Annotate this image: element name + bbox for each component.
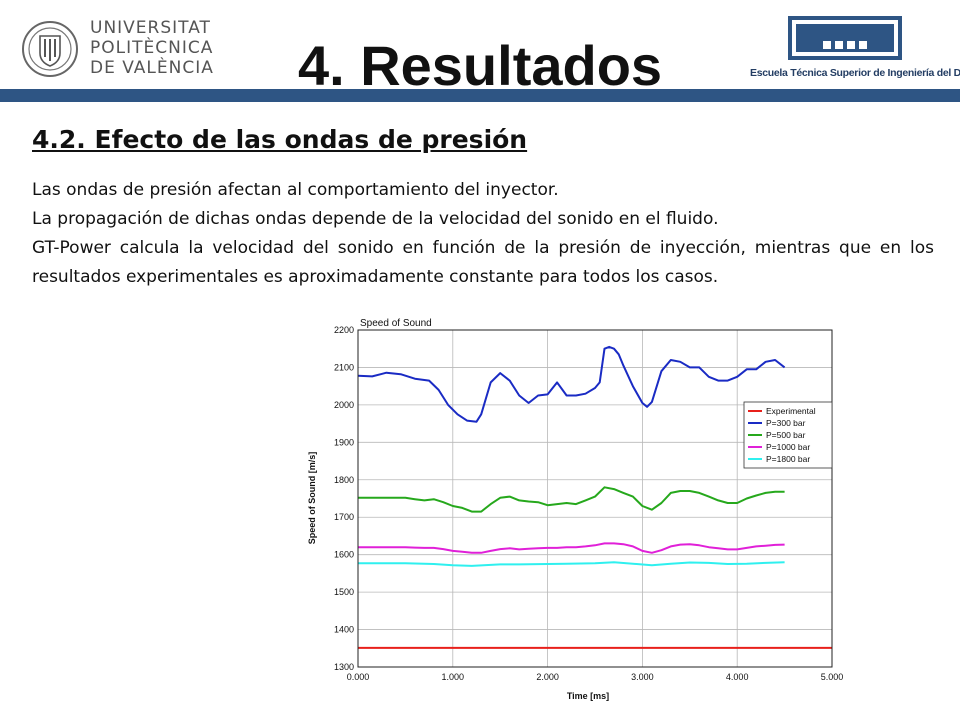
y-tick-label: 1900 [334, 437, 354, 447]
legend-label: P=300 bar [766, 418, 806, 428]
chart-title: Speed of Sound [360, 318, 432, 329]
speed-of-sound-chart: Speed of Sound 0.000 1.000 2.000 3.000 4.000… [296, 312, 852, 712]
x-tick-label: 3.000 [631, 672, 654, 682]
etsid-name: Escuela Técnica Superior de Ingeniería d… [750, 67, 960, 79]
university-name-line: POLITÈCNICA [90, 38, 214, 58]
slide-title: 4. Resultados [297, 34, 663, 97]
y-tick-label: 1300 [334, 662, 354, 672]
legend-label: P=1800 bar [766, 454, 810, 464]
series-line [358, 486, 785, 513]
x-tick-label: 0.000 [347, 672, 370, 682]
y-tick-label: 1500 [334, 587, 354, 597]
x-tick-label: 4.000 [726, 672, 749, 682]
series-line [357, 345, 786, 423]
paragraph: GT-Power calcula la velocidad del sonido… [32, 238, 934, 287]
y-tick-label: 2000 [334, 400, 354, 410]
chart-ticks: 0.000 1.000 2.000 3.000 4.000 5.000 1300 1400 15… [334, 325, 843, 682]
body-text: Las ondas de presión afectan al comporta… [32, 176, 934, 292]
x-tick-label: 1.000 [442, 672, 465, 682]
series-line [358, 561, 785, 567]
university-name-line: DE VALÈNCIA [90, 58, 214, 78]
x-tick-label: 5.000 [821, 672, 844, 682]
university-name: UNIVERSITAT POLITÈCNICA DE VALÈNCIA [90, 18, 214, 78]
university-name-line: UNIVERSITAT [90, 18, 211, 38]
y-tick-label: 1700 [334, 512, 354, 522]
plot-frame [357, 329, 833, 668]
x-tick-label: 2.000 [536, 672, 559, 682]
series-line [358, 542, 785, 554]
paragraph: La propagación de dichas ondas depende d… [32, 209, 719, 229]
y-axis-label: Speed of Sound [m/s] [307, 452, 317, 545]
legend-label: Experimental [766, 406, 816, 416]
chart-series-group [357, 345, 832, 649]
etsid-logo: Escuela Técnica Superior de Ingeniería d… [750, 16, 960, 88]
etsid-mark-icon [788, 16, 902, 60]
chart-legend: Experimental P=300 bar P=500 bar P=1000 bar… [743, 401, 833, 469]
header-bar [0, 89, 960, 102]
legend-label: P=1000 bar [766, 442, 810, 452]
legend-label: P=500 bar [766, 430, 806, 440]
paragraph: Las ondas de presión afectan al comporta… [32, 180, 559, 200]
y-tick-label: 1800 [334, 475, 354, 485]
y-tick-label: 1400 [334, 625, 354, 635]
section-title: 4.2. Efecto de las ondas de presión [32, 125, 528, 154]
upv-crest-icon [20, 20, 80, 78]
x-axis-label: Time [ms] [567, 691, 609, 701]
y-tick-label: 2100 [334, 362, 354, 372]
y-tick-label: 2200 [334, 325, 354, 335]
y-tick-label: 1600 [334, 550, 354, 560]
